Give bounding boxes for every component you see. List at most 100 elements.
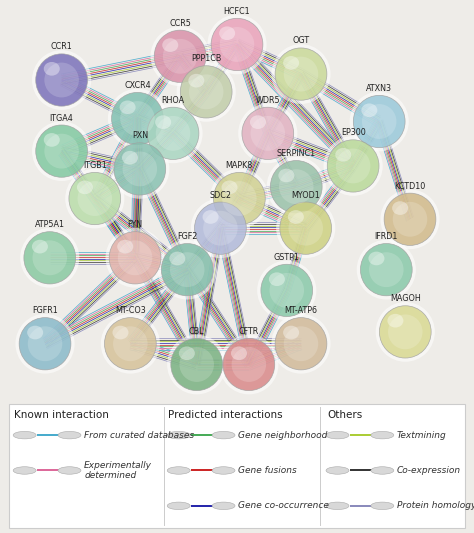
Ellipse shape — [210, 168, 269, 229]
Text: CCR1: CCR1 — [51, 43, 73, 51]
Text: IFRD1: IFRD1 — [374, 232, 398, 241]
Ellipse shape — [360, 244, 412, 296]
Ellipse shape — [208, 14, 266, 74]
Ellipse shape — [270, 160, 322, 213]
Ellipse shape — [388, 314, 422, 349]
Ellipse shape — [123, 151, 157, 187]
Text: FGFR1: FGFR1 — [32, 306, 58, 315]
Text: Textmining: Textmining — [397, 431, 447, 440]
Text: Gene co-occurrence: Gene co-occurrence — [238, 502, 329, 510]
Ellipse shape — [283, 326, 299, 340]
Ellipse shape — [32, 50, 91, 110]
Text: Others: Others — [327, 410, 362, 420]
Ellipse shape — [58, 467, 81, 474]
Ellipse shape — [326, 431, 349, 439]
Text: Gene neighborhood: Gene neighborhood — [238, 431, 328, 440]
Ellipse shape — [108, 88, 167, 148]
Ellipse shape — [161, 244, 213, 296]
Ellipse shape — [212, 467, 235, 474]
Ellipse shape — [371, 431, 394, 439]
Ellipse shape — [203, 211, 237, 246]
Ellipse shape — [279, 169, 313, 204]
Ellipse shape — [357, 240, 416, 300]
Ellipse shape — [13, 431, 36, 439]
Text: ITGA4: ITGA4 — [50, 114, 73, 123]
Text: CCR5: CCR5 — [169, 19, 191, 28]
Text: OGT: OGT — [292, 36, 310, 45]
Ellipse shape — [371, 502, 394, 510]
Ellipse shape — [350, 92, 409, 151]
FancyBboxPatch shape — [9, 404, 465, 528]
Ellipse shape — [222, 181, 256, 216]
Text: KCTD10: KCTD10 — [394, 182, 426, 191]
Text: MT-ATP6: MT-ATP6 — [284, 306, 318, 315]
Ellipse shape — [288, 210, 304, 224]
Ellipse shape — [13, 467, 36, 474]
Text: CBL: CBL — [189, 327, 204, 336]
Ellipse shape — [379, 306, 431, 358]
Ellipse shape — [270, 273, 304, 308]
Ellipse shape — [171, 338, 223, 391]
Ellipse shape — [223, 338, 275, 391]
Text: FYN: FYN — [128, 220, 143, 229]
Ellipse shape — [32, 240, 48, 254]
Ellipse shape — [272, 314, 330, 374]
Ellipse shape — [111, 92, 164, 144]
Ellipse shape — [44, 62, 60, 76]
Ellipse shape — [212, 502, 235, 510]
Ellipse shape — [151, 27, 210, 86]
Ellipse shape — [119, 101, 136, 114]
Text: From curated databases: From curated databases — [84, 431, 194, 440]
Ellipse shape — [284, 56, 318, 92]
Text: FGF2: FGF2 — [177, 232, 197, 241]
Ellipse shape — [77, 181, 93, 194]
Text: HCFC1: HCFC1 — [224, 7, 250, 16]
Ellipse shape — [106, 228, 164, 288]
Ellipse shape — [324, 136, 383, 196]
Text: MT-CO3: MT-CO3 — [115, 306, 146, 315]
Ellipse shape — [19, 318, 71, 370]
Ellipse shape — [387, 314, 403, 328]
Ellipse shape — [45, 62, 79, 98]
Ellipse shape — [361, 103, 377, 117]
Ellipse shape — [154, 30, 206, 83]
Ellipse shape — [163, 39, 197, 74]
Text: MAGOH: MAGOH — [390, 294, 420, 303]
Ellipse shape — [242, 107, 294, 159]
Ellipse shape — [231, 346, 247, 360]
Ellipse shape — [118, 240, 152, 275]
Ellipse shape — [353, 95, 405, 148]
Ellipse shape — [33, 240, 67, 275]
Ellipse shape — [167, 335, 226, 394]
Ellipse shape — [110, 139, 169, 199]
Ellipse shape — [28, 326, 62, 361]
Ellipse shape — [326, 467, 349, 474]
Ellipse shape — [384, 193, 436, 245]
Text: Experimentally
determined: Experimentally determined — [84, 461, 152, 480]
Ellipse shape — [156, 116, 190, 151]
Text: ATXN3: ATXN3 — [366, 84, 392, 93]
Ellipse shape — [147, 107, 199, 159]
Text: EP300: EP300 — [341, 128, 365, 138]
Text: CFTR: CFTR — [239, 327, 259, 336]
Ellipse shape — [272, 44, 330, 104]
Ellipse shape — [109, 232, 161, 284]
Ellipse shape — [180, 347, 214, 382]
Ellipse shape — [326, 502, 349, 510]
Ellipse shape — [283, 56, 299, 70]
Ellipse shape — [189, 75, 223, 109]
Ellipse shape — [191, 198, 250, 258]
Ellipse shape — [170, 252, 204, 287]
Ellipse shape — [58, 431, 81, 439]
Ellipse shape — [104, 318, 156, 370]
Text: Co-expression: Co-expression — [397, 466, 461, 475]
Text: GSTP1: GSTP1 — [274, 253, 300, 262]
Text: PPP1CB: PPP1CB — [191, 54, 221, 63]
Ellipse shape — [381, 189, 439, 249]
Ellipse shape — [251, 116, 285, 151]
Ellipse shape — [101, 314, 160, 374]
Ellipse shape — [250, 115, 266, 129]
Ellipse shape — [179, 346, 195, 360]
Ellipse shape — [194, 202, 246, 254]
Ellipse shape — [213, 172, 265, 225]
